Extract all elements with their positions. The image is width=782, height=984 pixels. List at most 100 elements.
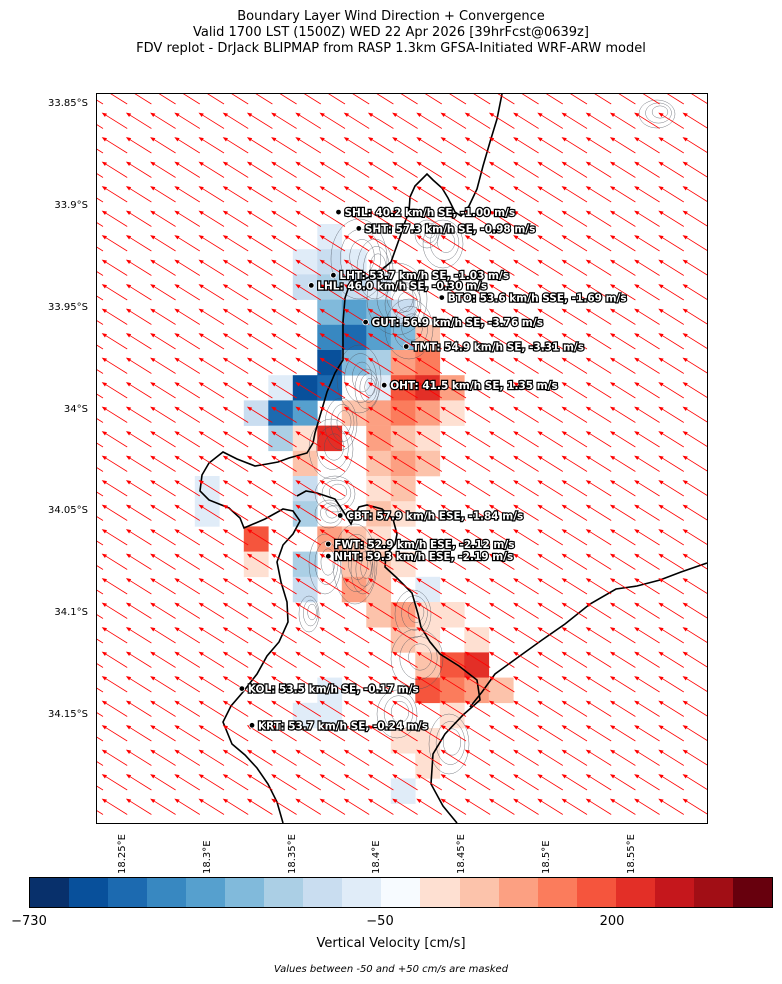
station-gut[interactable]: GUT: 56.9 km/h SE, -3.76 m/s <box>362 316 544 330</box>
wind-arrow <box>246 382 273 399</box>
wind-arrow <box>658 284 685 301</box>
velocity-cell <box>464 652 490 678</box>
station-shl[interactable]: SHL: 40.2 km/h SE, -1.00 m/s <box>335 206 516 220</box>
wind-arrow <box>392 406 418 423</box>
wind-arrow <box>174 627 201 644</box>
colorbar-swatch <box>108 878 148 907</box>
wind-arrow <box>343 235 370 252</box>
colorbar-swatch <box>615 878 655 907</box>
map-panel[interactable]: SHL: 40.2 km/h SE, -1.00 m/s SHT: 57.3 km… <box>96 93 708 824</box>
wind-arrow <box>97 369 104 374</box>
station-bto[interactable]: BTO: 53.6 km/h SSE, -1.69 m/s <box>438 291 628 306</box>
wind-arrow <box>343 382 370 399</box>
wind-arrow <box>343 259 370 276</box>
wind-arrow <box>682 284 707 300</box>
coastline-peninsula-west <box>199 94 503 823</box>
wind-arrow <box>561 259 588 276</box>
station-label: TMT: 54.9 km/h SE, -3.31 m/s <box>412 342 584 354</box>
wind-arrow <box>537 480 564 497</box>
terrain-contour <box>435 721 466 765</box>
wind-arrow <box>561 480 588 497</box>
wind-arrow <box>392 627 418 644</box>
station-krt[interactable]: KRT: 53.7 km/h SE, -0.24 m/s <box>248 719 429 733</box>
wind-arrow <box>125 210 152 227</box>
wind-arrow <box>367 333 394 350</box>
wind-arrow <box>440 504 467 521</box>
wind-arrow <box>97 295 104 301</box>
wind-arrow <box>198 529 225 546</box>
wind-arrow <box>271 210 297 227</box>
wind-arrow <box>609 602 636 619</box>
wind-arrow <box>367 774 394 791</box>
wind-arrow <box>125 553 152 570</box>
station-fwt[interactable]: FWT: 52.9 km/h ESE, -2.12 m/s <box>325 538 516 552</box>
wind-arrow <box>464 284 491 301</box>
wind-arrow <box>634 455 660 472</box>
station-lht[interactable]: LHT: 53.7 km/h SE, -1.03 m/s <box>330 269 510 283</box>
wind-arrow <box>488 676 515 693</box>
station-lhl[interactable]: LHL: 46.0 km/h SE, -0.30 m/s <box>308 279 488 294</box>
wind-arrow <box>97 222 104 227</box>
wind-arrow <box>246 700 273 717</box>
wind-arrow <box>416 112 443 129</box>
terrain-contour <box>414 219 440 249</box>
colorbar-tick-label: −730 <box>11 914 47 929</box>
station-kol[interactable]: KOL: 53.5 km/h SE, -0.17 m/s <box>238 682 420 697</box>
wind-arrow <box>174 284 201 301</box>
wind-arrow <box>585 602 612 619</box>
wind-arrow <box>609 357 636 374</box>
wind-arrow <box>271 700 297 717</box>
wind-arrow <box>343 553 370 570</box>
wind-arrow <box>416 700 443 717</box>
wind-arrow <box>125 186 152 203</box>
wind-arrow <box>97 271 104 276</box>
wind-arrow <box>464 651 491 668</box>
wind-arrow <box>319 112 346 129</box>
wind-arrow <box>319 480 346 497</box>
velocity-cell <box>366 425 392 452</box>
wind-arrow <box>464 112 491 129</box>
wind-arrow <box>537 578 564 595</box>
wind-arrow <box>609 774 636 791</box>
wind-arrow <box>367 455 394 472</box>
wind-arrow <box>609 725 636 742</box>
wind-arrow <box>488 308 515 325</box>
wind-arrow <box>198 308 225 325</box>
station-tmt[interactable]: TMT: 54.9 km/h SE, -3.31 m/s <box>403 340 585 355</box>
wind-arrow <box>222 112 249 129</box>
map-canvas[interactable]: SHL: 40.2 km/h SE, -1.00 m/s SHT: 57.3 km… <box>97 94 707 823</box>
wind-arrow <box>618 94 636 105</box>
station-oht[interactable]: OHT: 41.5 km/h SE, 1.35 m/s <box>381 379 559 393</box>
wind-arrow <box>682 774 707 790</box>
wind-arrow <box>367 161 394 178</box>
wind-arrow <box>319 406 346 423</box>
wind-arrow <box>101 284 128 301</box>
wind-arrow <box>150 798 176 815</box>
wind-arrow <box>416 798 443 815</box>
wind-arrow <box>464 480 491 497</box>
wind-arrow <box>488 406 515 423</box>
wind-arrow <box>125 284 152 301</box>
wind-arrow <box>101 406 128 423</box>
terrain-contour <box>298 595 320 633</box>
wind-arrow <box>295 210 322 227</box>
wind-arrow <box>367 725 394 742</box>
wind-arrow <box>295 455 322 472</box>
wind-arrow <box>101 553 128 570</box>
wind-arrow <box>222 235 249 252</box>
wind-arrow <box>682 676 707 692</box>
wind-arrow <box>343 357 370 374</box>
wind-arrow <box>174 725 201 742</box>
wind-arrow <box>222 749 249 766</box>
wind-arrow <box>174 137 201 154</box>
station-marker-dot <box>325 553 332 560</box>
wind-arrow <box>488 774 515 791</box>
wind-arrow <box>392 161 418 178</box>
station-nht[interactable]: NHT: 59.3 km/h ESE, -2.19 m/s <box>325 550 514 564</box>
wind-arrow <box>537 235 564 252</box>
wind-arrow <box>682 137 707 153</box>
station-sht[interactable]: SHT: 57.3 km/h SE, -0.98 m/s <box>355 222 537 237</box>
wind-arrow <box>125 431 152 448</box>
station-cbt[interactable]: CBT: 57.9 km/h ESE, -1.84 m/s <box>336 509 525 524</box>
wind-arrow <box>295 504 322 521</box>
